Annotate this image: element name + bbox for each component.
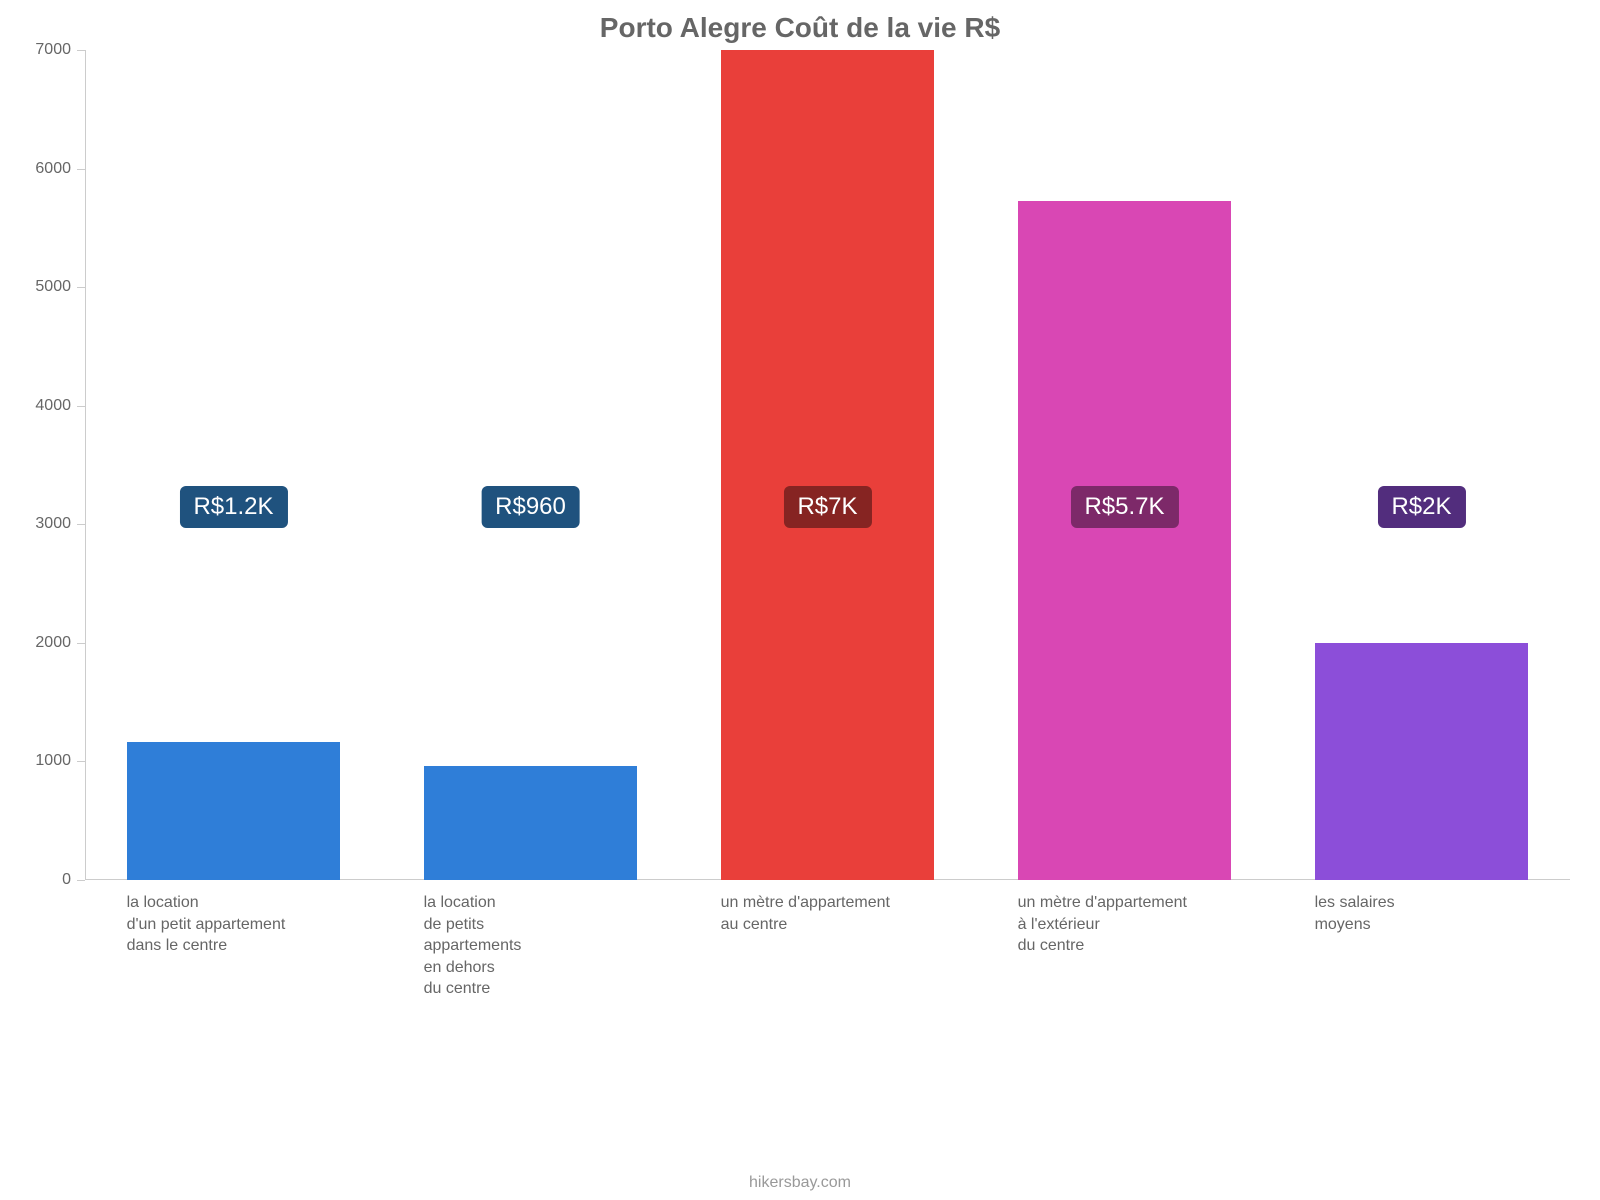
y-tick-label: 7000 [35,41,71,59]
source-label: hikersbay.com [0,1174,1600,1192]
bar-value-label: R$2K [1377,486,1465,528]
bar [1018,201,1232,880]
y-tick [77,880,85,881]
bar [1315,643,1529,880]
bar [424,766,638,880]
chart-title: Porto Alegre Coût de la vie R$ [0,12,1600,44]
bar-value-label: R$7K [783,486,871,528]
bar-value-label: R$5.7K [1070,486,1178,528]
y-tick [77,287,85,288]
category-label: la location de petits appartements en de… [424,892,721,1000]
y-axis-line [85,50,86,880]
y-tick-label: 2000 [35,634,71,652]
category-label: les salaires moyens [1315,892,1600,935]
y-tick-label: 5000 [35,278,71,296]
y-tick-label: 3000 [35,515,71,533]
y-tick [77,50,85,51]
category-label: la location d'un petit appartement dans … [127,892,424,957]
y-tick-label: 6000 [35,160,71,178]
chart-page: Porto Alegre Coût de la vie R$ 010002000… [0,0,1600,1200]
category-label: un mètre d'appartement à l'extérieur du … [1018,892,1315,957]
y-tick [77,643,85,644]
category-label: un mètre d'appartement au centre [721,892,1018,935]
bar-value-label: R$960 [481,486,580,528]
y-tick [77,524,85,525]
bar [127,742,341,880]
y-tick-label: 4000 [35,397,71,415]
y-tick [77,169,85,170]
y-tick [77,761,85,762]
y-tick-label: 0 [62,871,71,889]
y-tick-label: 1000 [35,752,71,770]
bar [721,50,935,880]
plot-area: 01000200030004000500060007000R$1.2Kla lo… [85,50,1570,880]
bar-value-label: R$1.2K [179,486,287,528]
y-tick [77,406,85,407]
